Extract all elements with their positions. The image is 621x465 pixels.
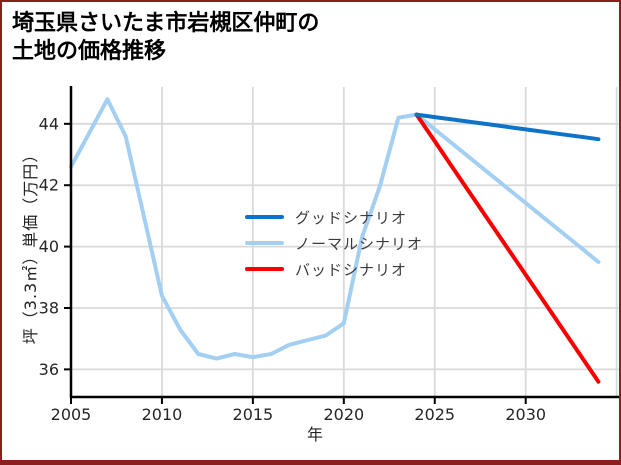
- series-line-good: [414, 112, 601, 142]
- legend-item-bad-scenario: バッドシナリオ: [245, 256, 423, 282]
- x-axis-label: 年: [306, 425, 324, 444]
- normal-scenario-label: ノーマルシナリオ: [295, 234, 424, 253]
- good-scenario-label: グッドシナリオ: [295, 208, 408, 227]
- legend: グッドシナリオ ノーマルシナリオ バッドシナリオ: [245, 204, 423, 282]
- chart-title-line1: 埼玉県さいたま市岩槻区仲町の: [12, 11, 320, 36]
- legend-item-good-scenario: グッドシナリオ: [245, 204, 423, 230]
- legend-item-normal-scenario: ノーマルシナリオ: [245, 230, 423, 256]
- bad-scenario-line-swatch: [245, 267, 284, 271]
- x-tick-label-2025: 2025: [414, 405, 455, 424]
- y-axis-label: 坪（3.3㎡）単価（万円）: [21, 145, 40, 345]
- y-tick-label-44: 44: [39, 114, 59, 133]
- normal-scenario-line-swatch: [245, 241, 284, 245]
- x-tick-label-2005: 2005: [51, 405, 92, 424]
- y-tick-label-42: 42: [39, 176, 59, 195]
- y-tick-label-38: 38: [39, 298, 59, 317]
- bad-scenario-label: バッドシナリオ: [295, 260, 408, 279]
- chart-title-line2: 土地の価格推移: [12, 39, 167, 64]
- y-tick-label-40: 40: [39, 237, 59, 256]
- chart-title: 埼玉県さいたま市岩槻区仲町の 土地の価格推移: [12, 10, 319, 66]
- good-scenario-line-swatch: [245, 215, 284, 219]
- series-line-normal: [69, 97, 601, 361]
- x-tick-label-2010: 2010: [142, 405, 183, 424]
- x-tick-label-2030: 2030: [505, 405, 546, 424]
- x-tick-label-2015: 2015: [233, 405, 274, 424]
- y-tick-label-36: 36: [39, 360, 59, 379]
- series-line-bad: [414, 112, 601, 384]
- x-tick-label-2020: 2020: [323, 405, 364, 424]
